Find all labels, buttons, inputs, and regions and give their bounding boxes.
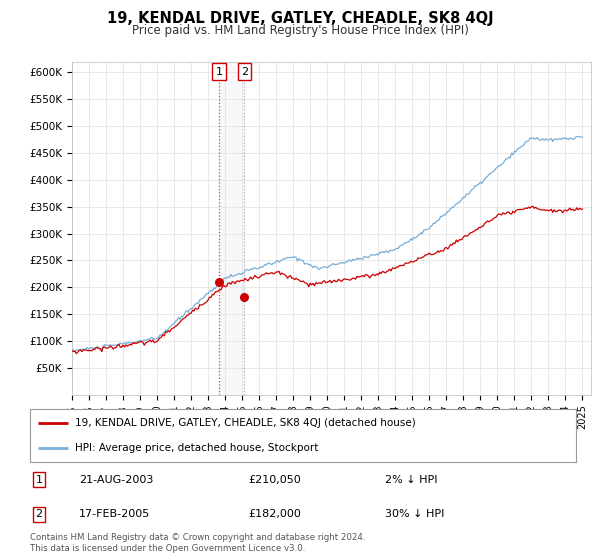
Text: 17-FEB-2005: 17-FEB-2005 [79, 510, 151, 519]
Text: 1: 1 [215, 67, 223, 77]
Text: 19, KENDAL DRIVE, GATLEY, CHEADLE, SK8 4QJ: 19, KENDAL DRIVE, GATLEY, CHEADLE, SK8 4… [107, 11, 493, 26]
Text: 21-AUG-2003: 21-AUG-2003 [79, 475, 154, 484]
Text: 2: 2 [35, 510, 43, 519]
Text: Price paid vs. HM Land Registry's House Price Index (HPI): Price paid vs. HM Land Registry's House … [131, 24, 469, 36]
Text: 2% ↓ HPI: 2% ↓ HPI [385, 475, 437, 484]
Text: Contains HM Land Registry data © Crown copyright and database right 2024.
This d: Contains HM Land Registry data © Crown c… [30, 533, 365, 553]
Text: HPI: Average price, detached house, Stockport: HPI: Average price, detached house, Stoc… [75, 442, 318, 452]
Text: 19, KENDAL DRIVE, GATLEY, CHEADLE, SK8 4QJ (detached house): 19, KENDAL DRIVE, GATLEY, CHEADLE, SK8 4… [75, 418, 416, 428]
Text: £182,000: £182,000 [248, 510, 301, 519]
Text: 1: 1 [35, 475, 43, 484]
Text: 2: 2 [241, 67, 248, 77]
Text: 30% ↓ HPI: 30% ↓ HPI [385, 510, 444, 519]
Bar [219, 62, 244, 395]
Text: £210,050: £210,050 [248, 475, 301, 484]
